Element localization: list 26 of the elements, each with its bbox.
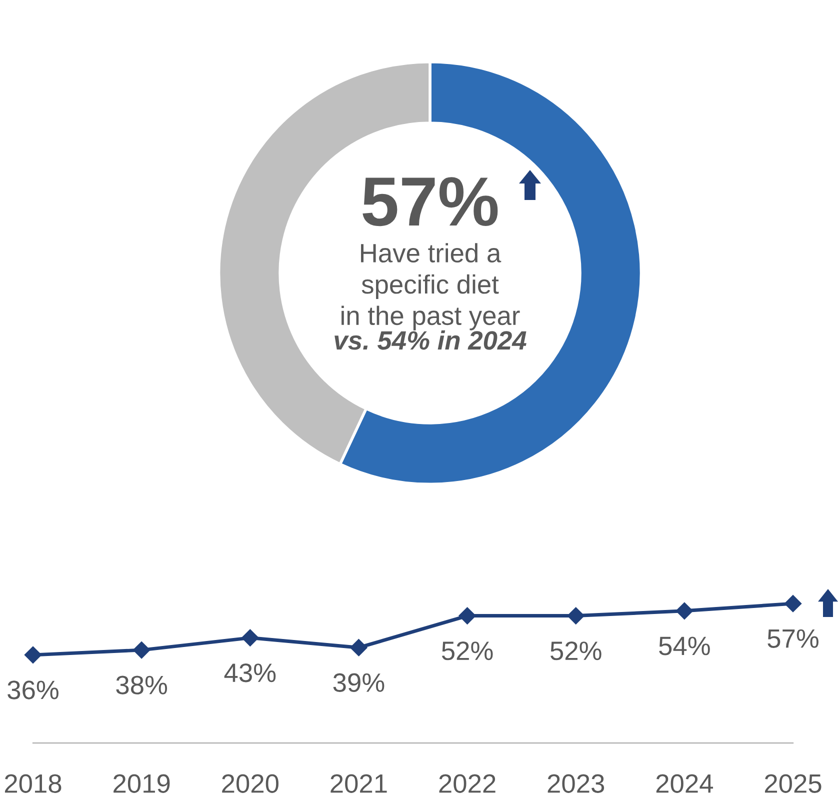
data-label: 36% bbox=[8, 680, 58, 700]
point bbox=[350, 639, 368, 656]
x-tick-label: 2021 bbox=[330, 774, 387, 793]
x-tick-label: 2025 bbox=[764, 774, 822, 793]
data-label: 39% bbox=[333, 673, 384, 692]
text: vs. 54% in 2024 bbox=[334, 330, 526, 350]
point bbox=[784, 595, 802, 612]
x-tick-label: 2023 bbox=[548, 774, 604, 793]
point bbox=[676, 602, 693, 620]
point bbox=[567, 607, 584, 624]
x-tick-label: 2019 bbox=[114, 774, 170, 793]
x-tick-label: 2024 bbox=[656, 774, 714, 793]
data-label: 38% bbox=[116, 676, 168, 694]
x-tick-label: 2022 bbox=[439, 774, 496, 793]
x-tick-label: 2018 bbox=[4, 774, 62, 793]
x-tick-label: 2020 bbox=[222, 774, 278, 793]
data-label: 43% bbox=[224, 664, 276, 682]
point bbox=[24, 646, 42, 664]
point bbox=[242, 629, 259, 646]
text: 57% bbox=[362, 177, 498, 226]
data-label: 57% bbox=[768, 629, 818, 648]
point bbox=[133, 641, 150, 659]
point bbox=[458, 607, 476, 624]
data-label: 52% bbox=[442, 641, 493, 660]
data-label: 54% bbox=[659, 636, 710, 656]
data-label: 52% bbox=[550, 641, 602, 660]
